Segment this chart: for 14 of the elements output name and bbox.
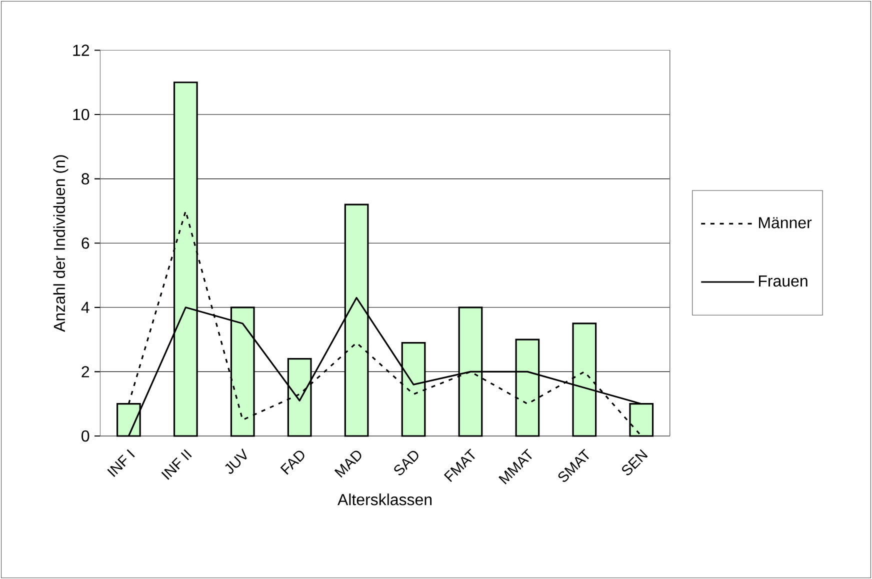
y-tick-label: 12	[73, 44, 90, 56]
legend-label: Männer	[759, 217, 812, 228]
x-tick-label: INF II	[161, 449, 192, 480]
y-tick-label: 6	[82, 237, 90, 249]
y-tick-label: 10	[73, 108, 90, 120]
y-axis-title: Anzahl der Individuen (n)	[53, 155, 68, 332]
x-tick-label: FAD	[280, 450, 304, 475]
y-tick-label: 8	[82, 173, 90, 184]
y-tick-label: 4	[81, 302, 90, 313]
x-axis-title: Altersklassen	[338, 493, 432, 506]
y-tick-label: 0	[82, 430, 90, 442]
y-tick-label: 2	[82, 366, 90, 378]
x-tick-label: INF I	[107, 449, 135, 477]
legend-label: Frauen	[759, 275, 808, 287]
